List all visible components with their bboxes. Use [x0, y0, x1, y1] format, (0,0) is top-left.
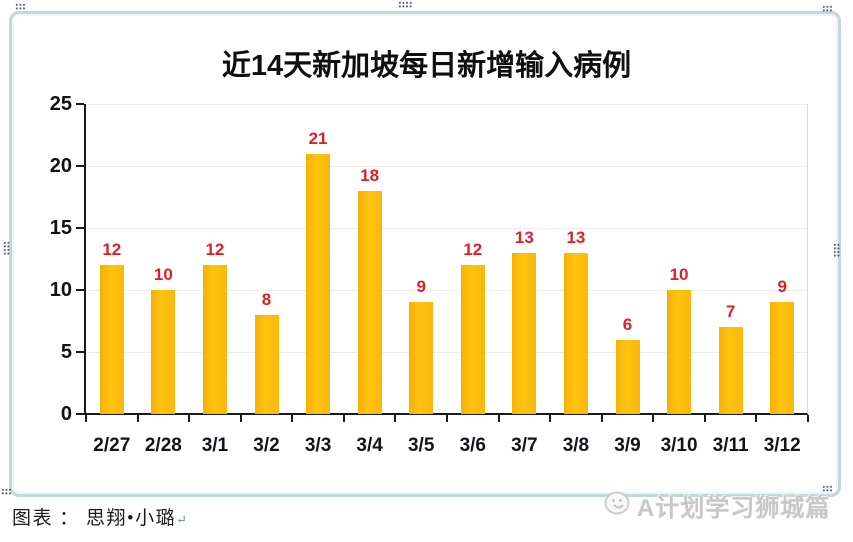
- resize-handle-top-left[interactable]: [15, 3, 25, 10]
- x-tick: [497, 415, 500, 422]
- bar-value-label: 12: [205, 240, 225, 260]
- bar-value-label: 8: [261, 289, 272, 309]
- y-tick-label: 15: [49, 217, 72, 239]
- x-tick: [703, 415, 706, 422]
- bar-value-label: 18: [360, 165, 380, 185]
- resize-handle-middle-left[interactable]: [3, 241, 10, 256]
- gridline: [86, 228, 808, 229]
- y-tick: [76, 165, 84, 167]
- y-tick-label: 5: [60, 341, 72, 363]
- plot-right-edge: [807, 104, 808, 414]
- x-tick: [85, 415, 87, 422]
- y-tick: [76, 227, 84, 229]
- bar: [202, 265, 227, 414]
- bar: [460, 265, 485, 414]
- bar: [306, 153, 331, 414]
- x-tick-label: 3/12: [763, 435, 801, 456]
- bar: [770, 302, 795, 414]
- bar: [615, 339, 640, 414]
- y-tick-label: 0: [60, 403, 72, 425]
- gridline: [86, 290, 808, 291]
- y-tick-label: 25: [49, 93, 72, 115]
- x-tick-label: 3/5: [407, 435, 435, 456]
- resize-handle-top-right[interactable]: [822, 5, 832, 12]
- plot-area: 12 10 12 8 21 18 9 12 13 13 6 10 7 9: [86, 104, 808, 414]
- x-tick-label: 3/6: [459, 435, 486, 456]
- bar: [254, 314, 279, 414]
- y-tick: [76, 413, 84, 415]
- y-tick: [76, 103, 84, 105]
- y-axis: [84, 104, 86, 415]
- x-tick: [600, 415, 603, 422]
- x-tick: [239, 415, 242, 422]
- x-tick: [446, 415, 448, 422]
- bar-value-label: 21: [308, 128, 328, 148]
- caption: 图表 ： 思翔•小璐↵: [12, 503, 187, 530]
- x-tick-label: 3/4: [356, 435, 383, 456]
- y-tick: [76, 351, 84, 353]
- bar: [409, 302, 434, 414]
- bar: [99, 265, 124, 414]
- mascot-face-icon: [603, 490, 633, 521]
- bar-value-label: 10: [669, 265, 689, 284]
- bar-value-label: 12: [102, 240, 122, 260]
- x-tick-label: 3/10: [660, 435, 698, 456]
- bar: [563, 252, 588, 414]
- x-tick-label: 3/3: [304, 435, 332, 456]
- bar: [667, 290, 692, 414]
- x-tick-label: 3/8: [562, 435, 590, 456]
- x-tick: [342, 415, 345, 422]
- watermark-text: A计划学习狮城篇: [637, 494, 831, 522]
- x-tick: [755, 415, 758, 422]
- y-tick: [76, 289, 84, 291]
- resize-handle-bottom-right[interactable]: [822, 485, 832, 492]
- bar: [718, 327, 743, 414]
- x-tick: [652, 415, 655, 422]
- x-tick: [549, 415, 552, 422]
- y-tick-label: 10: [49, 279, 72, 301]
- resize-handle-top-center[interactable]: [398, 1, 412, 8]
- watermark: A计划学习狮城篇: [603, 487, 853, 523]
- bar-value-label: 9: [777, 277, 787, 297]
- gridline: [86, 166, 808, 167]
- bar: [357, 190, 382, 414]
- x-tick: [807, 415, 809, 422]
- bar: [512, 252, 537, 414]
- x-tick-label: 3/1: [201, 435, 229, 456]
- gridline: [86, 352, 808, 353]
- return-mark-icon: ↵: [176, 512, 188, 527]
- resize-handle-middle-right[interactable]: [833, 243, 840, 258]
- selected-image-frame[interactable]: [9, 11, 841, 497]
- x-axis: [84, 413, 808, 415]
- bar-value-label: 12: [463, 240, 483, 260]
- x-tick: [291, 415, 294, 422]
- bar: [151, 290, 176, 414]
- gridline: [86, 104, 808, 105]
- x-tick-label: 3/2: [253, 435, 280, 456]
- x-tick-label: 2/28: [144, 435, 182, 456]
- bar-value-label: 6: [622, 314, 633, 334]
- bar-value-label: 13: [566, 227, 586, 247]
- bar-value-label: 10: [153, 265, 173, 284]
- x-tick: [188, 415, 191, 422]
- x-tick-label: 2/27: [93, 435, 131, 456]
- resize-handle-bottom-left[interactable]: [1, 488, 11, 495]
- y-tick-label: 20: [49, 155, 72, 177]
- caption-text: 图表 ： 思翔•小璐: [12, 508, 177, 529]
- bar-value-label: 13: [514, 227, 534, 247]
- x-tick-label: 3/9: [614, 435, 641, 456]
- x-tick-label: 3/7: [511, 435, 538, 456]
- bar-value-label: 9: [416, 277, 426, 297]
- x-tick-label: 3/11: [712, 435, 749, 456]
- chart-title: 近14天新加坡每日新增输入病例: [221, 50, 632, 82]
- x-tick: [394, 415, 397, 422]
- bar-value-label: 7: [725, 302, 736, 322]
- x-tick: [136, 415, 139, 422]
